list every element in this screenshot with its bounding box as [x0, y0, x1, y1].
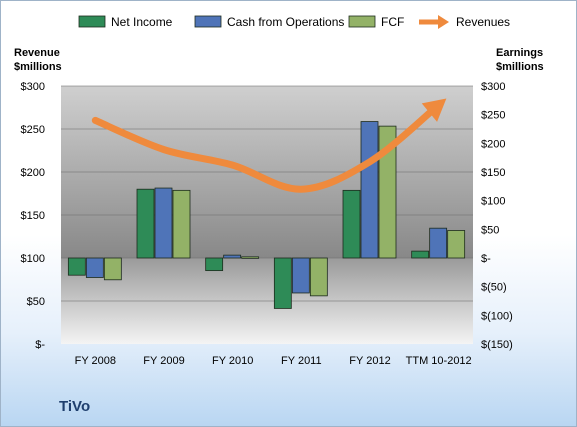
axis-titles: Revenue $millions Earnings $millions — [14, 47, 544, 73]
bar-cash-from-operations — [429, 227, 448, 259]
bar-cash-from-operations — [154, 187, 173, 259]
category-labels: FY 2008 FY 2009 FY 2010 FY 2011 FY 2012 TTM 1… — [75, 355, 472, 367]
legend-label-fcf: FCF — [381, 15, 404, 29]
legend-swatch-net-income — [78, 15, 106, 28]
right-tick-label: $50 — [481, 224, 499, 236]
left-axis-title-unit: $millions — [14, 61, 62, 73]
bar-cash-from-operations — [360, 121, 379, 259]
company-name: TiVo — [59, 398, 90, 415]
bar-net-income — [411, 250, 430, 259]
legend-swatch-fcf — [348, 15, 376, 28]
bar-net-income — [136, 188, 155, 259]
legend-label-cash-from-operations: Cash from Operations — [227, 15, 344, 29]
bar-cash-from-operations — [223, 254, 242, 259]
right-tick-label: $100 — [481, 196, 505, 208]
axis-ticks: $- $50 $100 $150 $200 $250 $300 $(150) $(100) $(5… — [21, 81, 513, 351]
bar-fcf — [378, 125, 397, 259]
right-tick-label: $250 — [481, 110, 505, 122]
left-tick-label: $100 — [21, 253, 45, 265]
bar-fcf — [447, 230, 466, 259]
legend-swatch-cash-from-operations — [194, 15, 222, 28]
legend: Net Income Cash from Operations FCF Revenue… — [78, 15, 510, 29]
left-tick-label: $50 — [27, 296, 45, 308]
right-tick-label: $200 — [481, 138, 505, 150]
right-axis-title-unit: $millions — [496, 61, 544, 73]
bar-cash-from-operations — [85, 257, 104, 278]
right-tick-label: $(100) — [481, 310, 513, 322]
left-axis-title: Revenue — [14, 47, 60, 59]
bar-net-income — [273, 257, 292, 309]
left-tick-label: $250 — [21, 124, 45, 136]
plot-area — [61, 85, 473, 344]
category-label: FY 2010 — [212, 355, 253, 367]
category-label: FY 2011 — [281, 355, 322, 367]
revenue-arrowhead — [421, 98, 447, 122]
right-tick-label: $(150) — [481, 339, 513, 351]
bar-fcf — [103, 257, 122, 281]
legend-label-revenues: Revenues — [456, 15, 510, 29]
right-tick-label: $(50) — [481, 282, 507, 294]
bar-net-income — [342, 189, 361, 259]
bar-fcf — [172, 189, 191, 259]
bar-fcf — [241, 256, 260, 259]
right-tick-label: $150 — [481, 167, 505, 179]
revenue-line — [91, 101, 443, 193]
bar-cash-from-operations — [291, 257, 310, 294]
bar-net-income — [67, 257, 86, 276]
legend-label-net-income: Net Income — [111, 15, 173, 29]
bar-fcf — [309, 257, 328, 297]
left-tick-label: $- — [35, 339, 45, 351]
category-label: FY 2009 — [143, 355, 184, 367]
right-axis-title: Earnings — [496, 47, 543, 59]
category-label: FY 2012 — [349, 355, 390, 367]
legend-arrow-revenues — [438, 15, 449, 29]
bar-net-income — [205, 257, 224, 272]
left-tick-label: $200 — [21, 167, 45, 179]
left-tick-label: $150 — [21, 210, 45, 222]
right-tick-label: $- — [481, 253, 491, 265]
left-tick-label: $300 — [21, 81, 45, 93]
category-label: TTM 10-2012 — [406, 355, 472, 367]
right-tick-label: $300 — [481, 81, 505, 93]
category-label: FY 2008 — [75, 355, 116, 367]
